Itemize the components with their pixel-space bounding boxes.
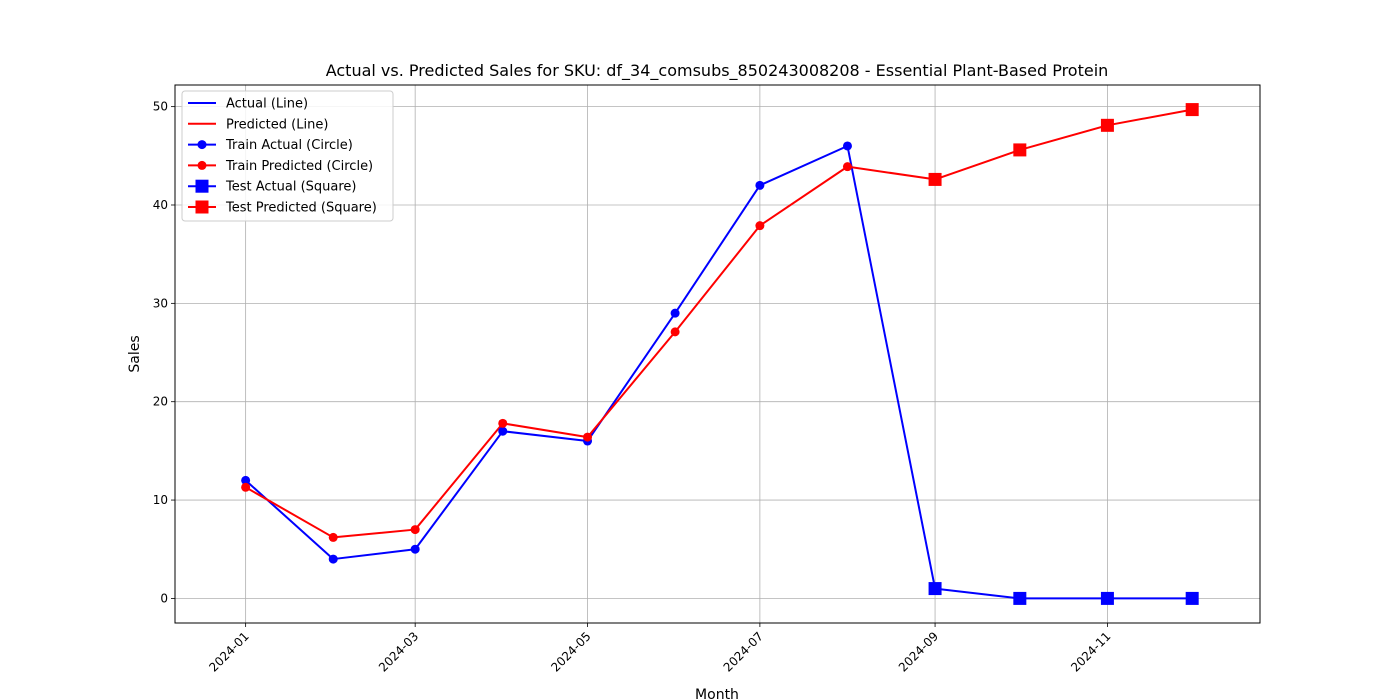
train-predicted-point [498, 418, 508, 428]
y-axis-label: Sales [127, 335, 143, 372]
legend-label: Test Predicted (Square) [225, 201, 377, 216]
test-predicted-point [1013, 143, 1027, 157]
legend-label: Test Actual (Square) [225, 180, 357, 195]
x-tick-label: 2024-03 [376, 629, 421, 674]
train-actual-point [410, 544, 420, 554]
train-actual-point [755, 180, 765, 190]
train-actual-point [498, 426, 508, 436]
y-tick-label: 20 [153, 395, 168, 409]
legend-label: Actual (Line) [226, 97, 308, 112]
train-predicted-point [842, 162, 852, 172]
legend-circle-marker [197, 140, 207, 150]
y-tick-label: 30 [153, 296, 168, 310]
test-actual-point [1013, 591, 1027, 605]
plot-area-frame [174, 84, 1261, 624]
train-predicted-point [241, 482, 251, 492]
chart-title: Actual vs. Predicted Sales for SKU: df_3… [326, 61, 1109, 81]
train-actual-point [328, 554, 338, 564]
actual-line [244, 144, 1193, 600]
train-actual-point [670, 308, 680, 318]
legend-entry: Test Predicted (Square) [188, 200, 377, 216]
x-tick-label: 2024-11 [1068, 629, 1113, 674]
legend-label: Train Actual (Circle) [225, 138, 353, 153]
x-tick-label: 2024-05 [548, 629, 593, 674]
test-actual-point [928, 582, 942, 596]
y-tick-label: 0 [160, 591, 168, 605]
legend-square-marker [195, 200, 209, 214]
legend-frame [181, 90, 394, 222]
y-tick-label: 40 [153, 198, 168, 212]
legend: Actual (Line) Predicted (Line) Train Actua… [181, 90, 394, 222]
legend-entry: Test Actual (Square) [188, 179, 357, 195]
test-actual-point [1185, 591, 1199, 605]
train-predicted-point [755, 221, 765, 231]
legend-label: Predicted (Line) [226, 117, 328, 132]
test-predicted-point [1100, 118, 1114, 132]
legend-entry: Train Predicted (Circle) [188, 159, 373, 174]
test-actual-point [1100, 591, 1114, 605]
x-tick-label: 2024-07 [721, 629, 766, 674]
legend-entry: Train Actual (Circle) [188, 138, 353, 153]
train-actual-point [241, 475, 251, 485]
train-actual-point [842, 141, 852, 151]
x-axis-label: Month [695, 687, 739, 700]
x-tick-label: 2024-09 [896, 629, 941, 674]
train-predicted-point [583, 432, 593, 442]
train-predicted-point [670, 327, 680, 337]
y-tick-label: 10 [153, 493, 168, 507]
legend-entry: Predicted (Line) [188, 117, 328, 132]
y-tick-label: 50 [153, 100, 168, 114]
series-layer [241, 103, 1199, 605]
legend-square-marker [195, 179, 209, 193]
predicted-line [245, 108, 1193, 539]
legend-label: Train Predicted (Circle) [225, 159, 373, 174]
train-predicted-point [328, 532, 338, 542]
legend-circle-marker [197, 160, 207, 170]
legend-entry: Actual (Line) [188, 97, 308, 112]
train-predicted-point [410, 525, 420, 535]
test-predicted-point [1185, 103, 1199, 117]
test-predicted-point [928, 172, 942, 186]
x-tick-label: 2024-01 [206, 629, 251, 674]
